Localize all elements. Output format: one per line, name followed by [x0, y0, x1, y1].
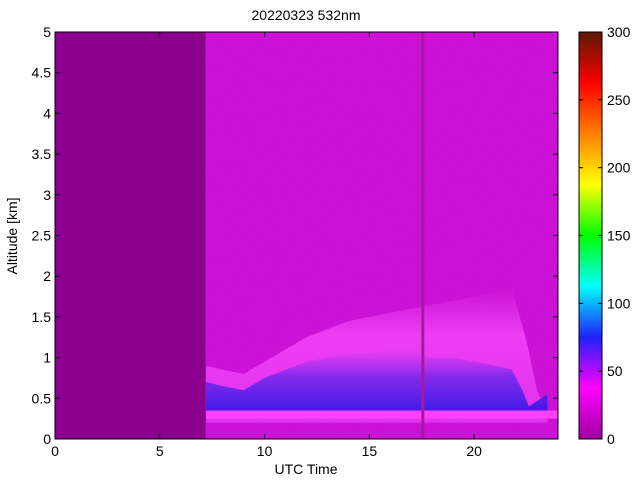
y-tick-label: 3 [43, 187, 51, 203]
colorbar-tick-label: 50 [607, 363, 623, 379]
x-tick-label: 5 [156, 443, 164, 459]
colorbar-tick-label: 0 [607, 431, 615, 447]
y-tick-label: 0.5 [32, 390, 52, 406]
y-tick-label: 1.5 [32, 309, 52, 325]
y-tick-label: 5 [43, 24, 51, 40]
colorbar-axis: 0 50 100 150 200 250 300 [579, 24, 631, 447]
x-axis: 0 5 10 15 20 [51, 32, 482, 459]
colorbar-tick-label: 150 [607, 228, 631, 244]
y-tick-label: 2 [43, 268, 51, 284]
y-tick-label: 0 [43, 431, 51, 447]
colorbar-tick-label: 300 [607, 24, 631, 40]
y-tick-label: 1 [43, 350, 51, 366]
colorbar-tick-label: 200 [607, 160, 631, 176]
no-data-region [55, 32, 206, 439]
y-tick-label: 2.5 [32, 228, 52, 244]
x-axis-label: UTC Time [275, 461, 338, 477]
data-gap-line [421, 32, 425, 439]
y-tick-label: 3.5 [32, 146, 52, 162]
y-axis: 0 0.5 1 1.5 2 2.5 3 3.5 4 4.5 5 [32, 24, 558, 447]
aerosol-high-signal-region [205, 349, 548, 417]
y-tick-label: 4 [43, 105, 51, 121]
chart-title: 20220323 532nm [252, 7, 361, 23]
colorbar-tick-label: 250 [607, 92, 631, 108]
plot-area [55, 32, 558, 439]
surface-band [205, 410, 558, 419]
x-tick-label: 20 [466, 443, 482, 459]
y-tick-label: 4.5 [32, 65, 52, 81]
x-tick-label: 10 [257, 443, 273, 459]
colorbar-tick-label: 100 [607, 295, 631, 311]
x-tick-label: 15 [362, 443, 378, 459]
y-axis-label: Altitude [km] [4, 197, 20, 274]
x-tick-label: 0 [51, 443, 59, 459]
